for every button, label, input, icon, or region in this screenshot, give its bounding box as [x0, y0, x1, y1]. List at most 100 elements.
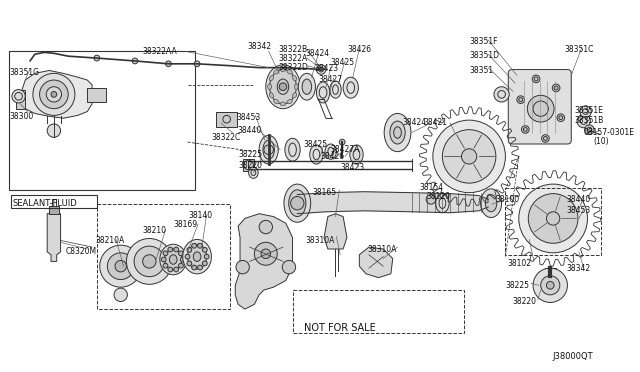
Circle shape	[187, 247, 192, 252]
Circle shape	[12, 90, 25, 103]
Circle shape	[198, 243, 202, 248]
Text: 38322B: 38322B	[278, 45, 307, 54]
Bar	[9, 51, 195, 190]
Circle shape	[532, 75, 540, 83]
Text: 38310A: 38310A	[367, 245, 396, 254]
Text: 38423: 38423	[340, 163, 364, 172]
Ellipse shape	[485, 195, 497, 212]
Ellipse shape	[394, 127, 401, 138]
Circle shape	[163, 263, 168, 268]
Ellipse shape	[188, 244, 207, 269]
Circle shape	[161, 257, 166, 262]
Ellipse shape	[269, 93, 273, 98]
Ellipse shape	[160, 244, 187, 275]
Ellipse shape	[170, 255, 177, 264]
Ellipse shape	[316, 82, 330, 103]
Text: 38220: 38220	[238, 161, 262, 170]
Circle shape	[541, 135, 549, 142]
Ellipse shape	[325, 144, 337, 159]
Text: 38423: 38423	[314, 64, 339, 73]
Ellipse shape	[350, 145, 363, 164]
Polygon shape	[298, 192, 488, 214]
Bar	[97, 204, 230, 309]
Ellipse shape	[183, 240, 211, 274]
Circle shape	[192, 243, 196, 248]
Bar	[11, 195, 97, 208]
Circle shape	[494, 87, 509, 102]
Circle shape	[433, 120, 506, 193]
Circle shape	[180, 257, 185, 262]
Circle shape	[127, 238, 172, 284]
Bar	[292, 290, 465, 333]
Circle shape	[522, 126, 529, 133]
Circle shape	[264, 145, 273, 154]
Circle shape	[261, 249, 271, 259]
Circle shape	[580, 106, 591, 117]
Text: 38425: 38425	[331, 58, 355, 67]
Text: 38440: 38440	[237, 126, 261, 135]
Circle shape	[185, 254, 190, 259]
Ellipse shape	[263, 140, 275, 159]
Text: 38100: 38100	[496, 195, 520, 203]
Ellipse shape	[259, 135, 278, 164]
Text: 38351D: 38351D	[469, 51, 499, 60]
Text: 38426: 38426	[347, 45, 371, 54]
Ellipse shape	[292, 93, 297, 98]
Polygon shape	[16, 90, 25, 109]
Text: 38140: 38140	[189, 211, 212, 220]
Ellipse shape	[284, 184, 310, 222]
Ellipse shape	[277, 79, 289, 94]
Ellipse shape	[384, 113, 411, 152]
Circle shape	[547, 212, 560, 225]
Text: 38421: 38421	[423, 118, 447, 127]
Circle shape	[179, 251, 183, 256]
Text: C8320M: C8320M	[65, 247, 97, 256]
Ellipse shape	[280, 68, 286, 71]
Ellipse shape	[481, 189, 502, 218]
Ellipse shape	[269, 76, 273, 81]
Text: 38351: 38351	[469, 66, 493, 75]
Circle shape	[236, 260, 250, 274]
Circle shape	[168, 267, 173, 272]
Circle shape	[115, 260, 127, 272]
Circle shape	[291, 196, 304, 210]
Polygon shape	[87, 88, 106, 102]
Circle shape	[51, 92, 57, 97]
Ellipse shape	[436, 194, 449, 213]
Circle shape	[577, 115, 590, 128]
Polygon shape	[359, 247, 393, 278]
Text: 38453: 38453	[566, 206, 591, 215]
Text: 38169: 38169	[173, 220, 197, 230]
Text: 38424: 38424	[403, 118, 426, 127]
Text: 38154: 38154	[419, 183, 444, 192]
Circle shape	[94, 55, 100, 61]
Text: 38427: 38427	[318, 75, 342, 84]
Ellipse shape	[310, 145, 323, 164]
Circle shape	[282, 260, 296, 274]
Text: SEALANT-FLUID: SEALANT-FLUID	[13, 199, 77, 208]
Ellipse shape	[164, 249, 182, 270]
Circle shape	[527, 95, 554, 122]
Text: 38351E: 38351E	[574, 106, 603, 115]
Text: 38351F: 38351F	[469, 37, 498, 46]
Text: (10): (10)	[593, 137, 609, 146]
Ellipse shape	[330, 81, 341, 98]
Polygon shape	[20, 71, 92, 118]
Circle shape	[204, 254, 209, 259]
Circle shape	[339, 139, 345, 145]
Circle shape	[259, 220, 273, 234]
Circle shape	[552, 84, 560, 92]
Circle shape	[254, 242, 277, 265]
Circle shape	[108, 253, 134, 279]
Text: 38351B: 38351B	[574, 116, 604, 125]
Bar	[243, 159, 254, 171]
Ellipse shape	[294, 84, 298, 90]
Text: 38120: 38120	[426, 192, 450, 201]
Bar	[49, 206, 59, 214]
Circle shape	[132, 58, 138, 64]
Text: 38351G: 38351G	[9, 68, 39, 77]
Circle shape	[174, 247, 179, 252]
Circle shape	[33, 73, 75, 115]
Ellipse shape	[287, 99, 292, 104]
Text: 38322C: 38322C	[211, 132, 241, 141]
